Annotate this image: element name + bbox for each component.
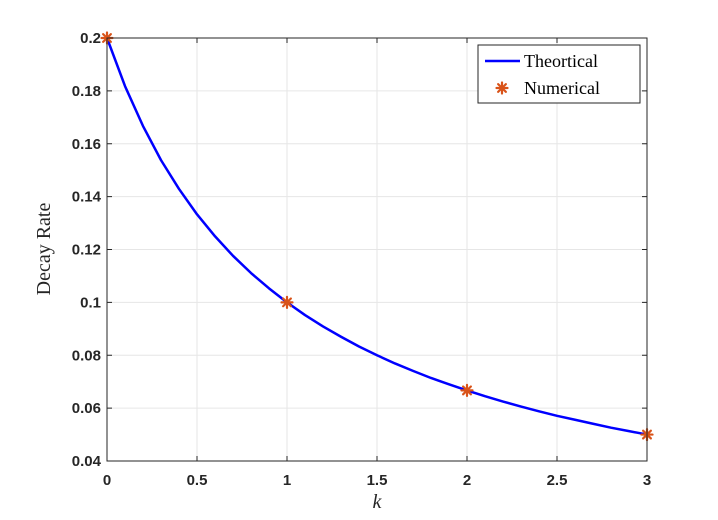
y-tick-label: 0.18 [72,83,101,100]
x-tick-label: 2.5 [547,472,568,489]
numerical-point [460,383,474,398]
y-tick-label: 0.14 [72,189,102,206]
axis-ticks [106,37,648,462]
x-axis-label: k [373,491,383,513]
x-tick-label: 3 [643,472,651,489]
legend-asterisk-marker [495,81,509,95]
x-tick-label: 1.5 [367,472,388,489]
legend: Theortical Numerical [477,44,641,104]
y-tick-label: 0.06 [72,400,101,417]
legend-label-theortical: Theortical [524,51,598,71]
y-tick-label: 0.08 [72,347,101,364]
legend-box [477,44,641,104]
legend-label-numerical: Numerical [524,78,600,98]
y-axis-label: Decay Rate [33,203,55,296]
y-tick-label: 0.04 [72,453,102,470]
asterisk-stroke [462,385,472,396]
x-tick-label: 0.5 [187,472,208,489]
y-tick-label: 0.1 [80,294,101,311]
x-tick-label: 1 [283,472,291,489]
asterisk-stroke [282,297,292,308]
y-tick-label: 0.2 [80,30,101,47]
grid [107,38,647,461]
y-tick-label: 0.16 [72,136,101,153]
numerical-point [280,295,294,309]
x-tick-label: 2 [463,472,471,489]
tick-labels: 0 0.5 1 1.5 2 2.5 3 0.04 0.06 0.08 0.1 0.12 0.14 0.16… [72,30,651,489]
legend-asterisk [495,81,509,95]
asterisk-stroke [497,83,507,93]
x-tick-label: 0 [103,472,111,489]
y-tick-label: 0.12 [72,242,101,259]
theortical-curve [105,37,648,436]
